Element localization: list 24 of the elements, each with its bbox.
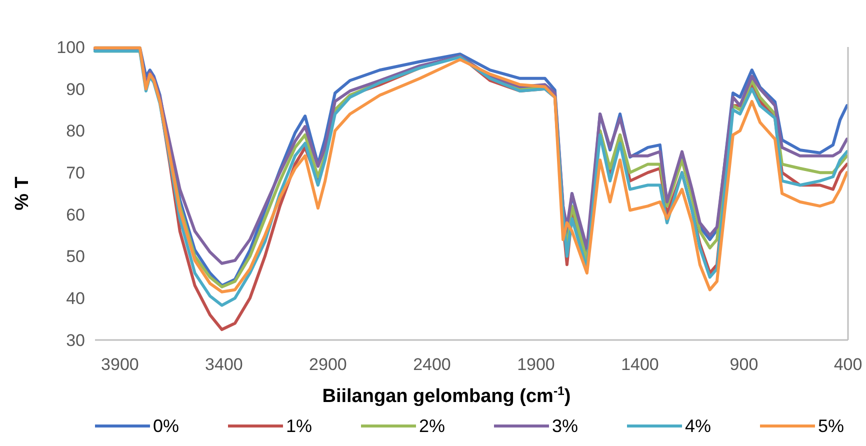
y-tick-label: 70 [66,164,85,183]
legend-label: 4% [685,416,712,436]
y-tick-label: 100 [56,38,85,57]
y-tick-label: 50 [66,247,85,266]
y-tick-label: 60 [66,205,85,224]
x-tick-label: 400 [834,355,862,374]
legend-label: 1% [286,416,312,436]
legend-label: 5% [818,416,844,436]
y-tick-label: 90 [66,80,85,99]
x-tick-label: 1900 [517,355,555,374]
x-tick-label: 1400 [621,355,659,374]
x-tick-label: 900 [730,355,758,374]
y-axis-title: % T [12,176,33,210]
legend-label: 2% [419,416,446,436]
legend-label: 3% [552,416,578,436]
x-tick-label: 3900 [101,355,139,374]
y-tick-label: 30 [66,330,85,350]
x-axis-title: Biilangan gelombang (cm$^{-1}$) [322,384,571,407]
y-tick-label: 80 [66,122,85,141]
y-tick-label: 40 [66,289,85,308]
x-tick-label: 2900 [309,355,347,374]
x-tick-label: 3400 [205,355,243,374]
x-tick-label: 2400 [413,355,451,374]
legend-label: 0% [153,416,180,436]
